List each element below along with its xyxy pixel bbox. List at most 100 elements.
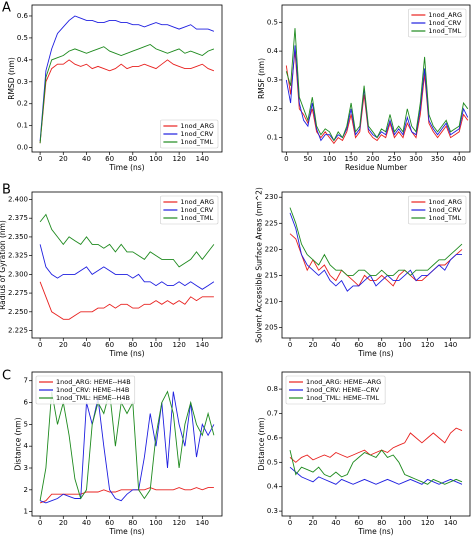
y-tick-label: 225: [265, 219, 278, 227]
plot: [39, 390, 215, 504]
x-axis-label: Time (ns): [108, 163, 144, 172]
plot: [289, 207, 463, 292]
panel-label: C: [2, 369, 11, 384]
y-tick-label: 0.3: [267, 76, 278, 84]
data-line: [39, 487, 214, 504]
data-line: [39, 59, 215, 144]
y-tick-label: 0.5: [17, 34, 28, 42]
plot: [39, 15, 215, 144]
panel-label: B: [2, 183, 11, 198]
legend-label: 1nod_ARG: [180, 122, 214, 130]
y-tick-label: 6: [24, 399, 29, 407]
x-tick-label: 100: [149, 341, 162, 349]
x-tick-label: 120: [172, 341, 185, 349]
y-tick-label: 2.250: [8, 308, 28, 316]
x-tick-label: 0: [38, 519, 42, 527]
y-tick-label: 0.6: [17, 12, 29, 20]
plot: [289, 427, 463, 485]
y-tick-label: 1: [24, 508, 28, 516]
plot-frame: [281, 191, 471, 339]
y-tick-label: 0.5: [267, 18, 278, 26]
x-tick-label: 0: [38, 155, 42, 163]
data-line: [289, 427, 463, 463]
legend-label: 1nod_TML: [180, 138, 213, 146]
y-axis-label: RMSD (nm): [7, 57, 16, 100]
x-tick-label: 140: [444, 519, 457, 527]
data-line: [39, 244, 215, 290]
x-tick-label: 350: [431, 155, 444, 163]
x-tick-label: 40: [82, 519, 91, 527]
x-tick-label: 100: [149, 519, 162, 527]
x-tick-label: 20: [308, 519, 317, 527]
legend-label: 1nod_CRV: [428, 19, 461, 27]
x-tick-label: 80: [128, 155, 137, 163]
x-tick-label: 120: [421, 519, 434, 527]
plot-frame: [31, 4, 223, 153]
x-tick-label: 60: [105, 341, 114, 349]
y-tick-label: 2: [24, 486, 28, 494]
y-tick-label: 0.4: [267, 47, 279, 55]
data-line: [285, 28, 469, 142]
plot: [39, 213, 215, 320]
legend-label: 1nod_CRV: [180, 206, 213, 214]
y-tick-label: 205: [265, 324, 278, 332]
x-tick-label: 80: [377, 341, 386, 349]
x-tick-label: 100: [323, 155, 336, 163]
y-tick-label: 0.4: [17, 56, 29, 64]
legend-label: 1nod_ARG: [180, 198, 214, 206]
y-tick-label: 2.400: [8, 195, 28, 203]
x-tick-label: 100: [398, 341, 411, 349]
legend-label: 1nod_TML: [428, 27, 461, 35]
data-line: [285, 51, 469, 145]
x-tick-label: 120: [172, 519, 185, 527]
x-tick-label: 140: [196, 519, 209, 527]
y-tick-label: 7: [24, 377, 28, 385]
data-line: [289, 207, 463, 277]
y-tick-label: 2.375: [8, 214, 28, 222]
plot: [285, 28, 469, 145]
data-line: [39, 390, 215, 501]
legend-box: [408, 195, 467, 225]
x-tick-label: 60: [354, 519, 363, 527]
panel-label: A: [2, 1, 11, 16]
y-tick-label: 0.7: [267, 409, 278, 417]
x-tick-label: 20: [59, 155, 68, 163]
legend-box: [160, 195, 219, 225]
x-tick-label: 0: [288, 519, 292, 527]
y-tick-label: 0.1: [17, 122, 28, 130]
y-tick-label: 0.8: [267, 385, 278, 393]
x-tick-label: 140: [444, 341, 457, 349]
x-tick-label: 80: [128, 519, 137, 527]
y-tick-label: 0.4: [267, 483, 279, 491]
legend-label: 1nod_CRV: [180, 130, 213, 138]
data-line: [39, 15, 215, 142]
legend-label: 1nod_ARG: HEME--H4B: [56, 378, 131, 386]
x-tick-label: 100: [398, 519, 411, 527]
y-tick-label: 0.6: [267, 434, 279, 442]
x-tick-label: 150: [344, 155, 357, 163]
x-axis-label: Time (ns): [357, 349, 393, 358]
x-tick-label: 0: [288, 341, 292, 349]
y-tick-label: 2.275: [8, 289, 28, 297]
x-tick-label: 40: [82, 155, 91, 163]
y-tick-label: 210: [265, 298, 278, 306]
x-tick-label: 80: [377, 519, 386, 527]
legend-box: [35, 375, 136, 405]
y-tick-label: 0.2: [267, 105, 278, 113]
y-tick-label: 0.5: [267, 458, 278, 466]
data-line: [39, 281, 214, 320]
legend-box: [408, 8, 467, 38]
x-tick-label: 40: [82, 341, 91, 349]
plot-frame: [31, 191, 223, 339]
legend-label: 1nod_TML: HEME--TML: [306, 394, 379, 402]
x-tick-label: 250: [388, 155, 401, 163]
x-tick-label: 400: [453, 155, 466, 163]
x-tick-label: 40: [331, 519, 340, 527]
x-tick-label: 80: [128, 341, 137, 349]
legend-label: 1nod_CRV: [428, 206, 461, 214]
y-axis-label: Distance (nm): [257, 417, 266, 470]
x-tick-label: 60: [354, 341, 363, 349]
x-tick-label: 140: [196, 155, 209, 163]
